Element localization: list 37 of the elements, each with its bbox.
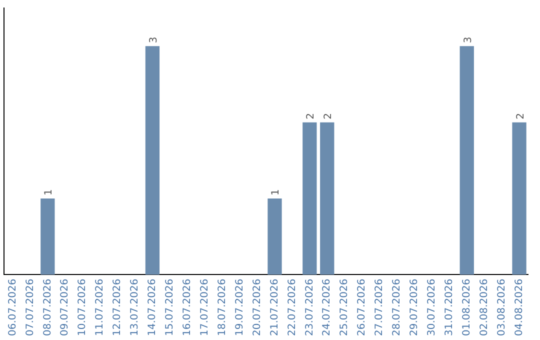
x-tick-label: 13.07.2026 bbox=[130, 278, 141, 336]
x-tick-label: 20.07.2026 bbox=[252, 278, 263, 336]
x-tick-label: 06.07.2026 bbox=[7, 278, 18, 336]
x-tick-label: 22.07.2026 bbox=[286, 278, 298, 336]
data-label: 2 bbox=[515, 112, 526, 120]
data-label: 3 bbox=[148, 36, 160, 44]
data-label: 3 bbox=[462, 36, 474, 44]
x-tick-label: 18.07.2026 bbox=[216, 278, 228, 336]
x-tick-label: 28.07.2026 bbox=[392, 278, 403, 336]
data-label: 1 bbox=[44, 189, 55, 196]
x-tick-label: 19.07.2026 bbox=[234, 278, 246, 336]
x-tick-label: 11.07.2026 bbox=[94, 278, 106, 336]
data-label: 2 bbox=[306, 112, 317, 120]
x-tick-label: 07.07.2026 bbox=[24, 278, 36, 336]
x-tick-label: 02.08.2026 bbox=[478, 278, 490, 336]
x-tick-label: 12.07.2026 bbox=[112, 278, 124, 336]
x-tick-label: 30.07.2026 bbox=[426, 278, 438, 336]
x-tick-label: 09.07.2026 bbox=[60, 278, 71, 336]
x-tick-label: 29.07.2026 bbox=[409, 278, 420, 336]
x-tick-label: 27.07.2026 bbox=[374, 278, 386, 336]
x-tick-label: 08.07.2026 bbox=[42, 278, 54, 336]
x-tick-label: 03.08.2026 bbox=[496, 278, 508, 336]
data-label: 2 bbox=[323, 112, 334, 120]
x-tick-label: 10.07.2026 bbox=[77, 278, 88, 336]
data-label: 1 bbox=[270, 189, 282, 196]
x-tick-label: 24.07.2026 bbox=[322, 278, 333, 336]
x-tick-label: 14.07.2026 bbox=[147, 278, 158, 336]
x-tick-label: 25.07.2026 bbox=[339, 278, 350, 336]
x-tick-label: 16.07.2026 bbox=[182, 278, 193, 336]
x-tick-label: 15.07.2026 bbox=[164, 278, 176, 336]
x-tick-label: 26.07.2026 bbox=[356, 278, 368, 336]
x-tick-label: 01.08.2026 bbox=[461, 278, 472, 336]
x-tick-label: 04.08.2026 bbox=[514, 278, 525, 336]
x-tick-label: 21.07.2026 bbox=[269, 278, 280, 336]
x-tick-label: 23.07.2026 bbox=[304, 278, 316, 336]
x-tick-label: 17.07.2026 bbox=[199, 278, 210, 336]
x-tick-label: 31.07.2026 bbox=[444, 278, 455, 336]
